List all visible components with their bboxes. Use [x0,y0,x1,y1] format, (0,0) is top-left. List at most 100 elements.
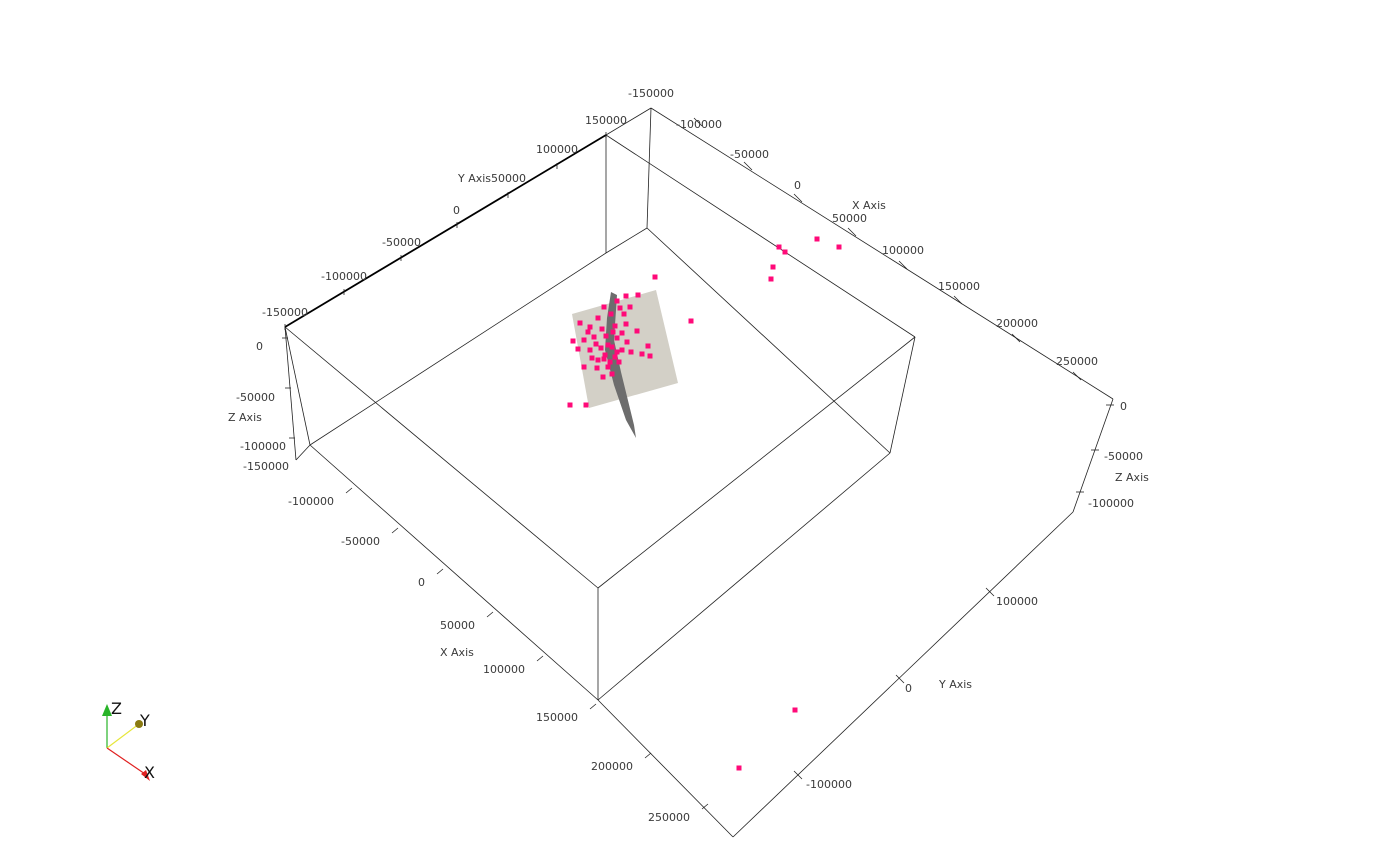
z-axis-title-right: Z Axis [1115,471,1149,484]
y-axis-label: Y [139,711,150,730]
box-edge [890,337,915,453]
x-front-tick-label: 200000 [591,760,633,773]
event-point [586,330,591,335]
event-point [793,708,798,713]
x-front-tick-label: 250000 [648,811,690,824]
x-front-tick [437,569,443,574]
box-edge [733,512,1073,837]
event-point [606,343,611,348]
y-right-tick-label: -100000 [806,778,852,791]
box-edge [296,445,310,460]
x-axis-title-front: X Axis [440,646,474,659]
event-point [590,356,595,361]
event-point [628,305,633,310]
event-point [629,350,634,355]
event-point [620,348,625,353]
y-right-tick [896,675,904,683]
event-point [615,336,620,341]
event-point [611,330,616,335]
event-point [771,265,776,270]
y-left-tick-label: -100000 [321,270,367,283]
x-back-tick-label: -100000 [676,118,722,131]
event-point [604,334,609,339]
z-right-tick-label: -50000 [1104,450,1143,463]
event-point [609,312,614,317]
x-back-tick-label: 50000 [832,212,867,225]
event-point [610,372,615,377]
y-axis-arrow-line [107,724,139,748]
z-right-tick-label: -100000 [1088,497,1134,510]
event-point [582,365,587,370]
event-point [620,331,625,336]
y-left-tick-label: -150000 [262,306,308,319]
event-point [602,305,607,310]
z-right-tick-label: 0 [1120,400,1127,413]
event-point [601,375,606,380]
x-back-tick-label: -50000 [730,148,769,161]
event-point [592,335,597,340]
z-axis-label: Z [111,699,122,718]
event-point [582,338,587,343]
event-point [737,766,742,771]
event-point [640,352,645,357]
event-point [588,325,593,330]
event-point [777,245,782,250]
y-left-tick-label: 150000 [585,114,627,127]
event-point [648,354,653,359]
y-right-tick-label: 0 [905,682,912,695]
x-back-tick [1073,372,1081,380]
event-point [615,299,620,304]
z-left-tick-label: -100000 [240,440,286,453]
x-back-tick-label: 250000 [1056,355,1098,368]
x-front-tick [537,656,543,661]
event-point [646,344,651,349]
event-point [613,355,618,360]
event-point [596,358,601,363]
orientation-axes-widget[interactable]: ZY X [102,699,155,782]
x-front-tick [346,488,352,493]
x-back-tick-label: 0 [794,179,801,192]
x-axis-arrow-line [107,748,148,776]
box-edge [606,228,647,253]
box-edge [647,228,890,453]
event-point [636,293,641,298]
x-back-tick-label: 200000 [996,317,1038,330]
y-axis-line [285,135,606,327]
event-point [653,275,658,280]
axis-labels: -100000 -50000 0 50000 100000 150000 200000 250… [228,87,1149,824]
x-front-tick-label: 150000 [536,711,578,724]
event-point [608,360,613,365]
x-front-tick-label: -50000 [341,535,380,548]
y-left-tick-label: 50000 [491,172,526,185]
x-axis-label: X [144,763,155,782]
event-point [635,329,640,334]
event-point [571,339,576,344]
event-point [596,316,601,321]
event-point [625,340,630,345]
y-right-tick-label: 100000 [996,595,1038,608]
event-point [578,321,583,326]
event-point [689,319,694,324]
event-point [595,366,600,371]
event-point [815,237,820,242]
event-point [617,360,622,365]
event-point [624,322,629,327]
z-axis-title-left: Z Axis [228,411,262,424]
event-point [613,324,618,329]
bounding-box-edges [285,108,1113,837]
x-front-tick [590,704,596,709]
x-front-tick-label: 50000 [440,619,475,632]
x-back-tick-label: 100000 [882,244,924,257]
box-edge [285,327,296,460]
x-front-tick-label: 0 [418,576,425,589]
event-point [568,403,573,408]
x-front-tick-label: 100000 [483,663,525,676]
event-point [594,342,599,347]
event-point [624,294,629,299]
z-left-tick-label: -150000 [243,460,289,473]
box-edge [285,327,598,588]
top-corner-tick-label: -150000 [628,87,674,100]
y-axis-title-left: Y Axis [457,172,491,185]
event-point [622,312,627,317]
